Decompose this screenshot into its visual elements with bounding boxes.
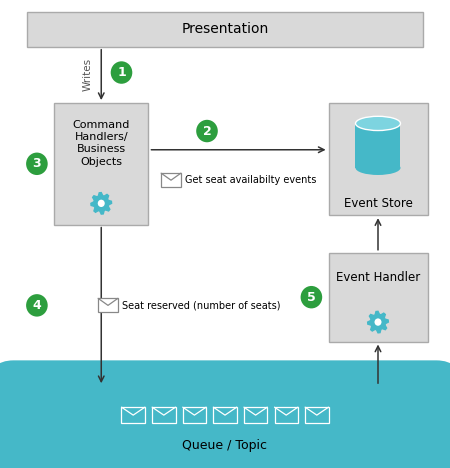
Text: 1: 1 [117, 66, 126, 79]
Text: Queue / Topic: Queue / Topic [183, 439, 267, 452]
Circle shape [26, 153, 48, 175]
Text: 5: 5 [307, 291, 316, 304]
Bar [213, 407, 237, 423]
Circle shape [196, 120, 218, 142]
Text: Event Handler: Event Handler [336, 271, 420, 284]
FancyBboxPatch shape [54, 103, 148, 225]
Text: Seat reserved (number of seats): Seat reserved (number of seats) [122, 300, 281, 310]
FancyBboxPatch shape [328, 103, 428, 215]
Text: 2: 2 [202, 124, 211, 138]
Text: Presentation: Presentation [181, 22, 269, 36]
Circle shape [301, 286, 322, 308]
Ellipse shape [356, 161, 400, 175]
Circle shape [111, 61, 132, 84]
FancyBboxPatch shape [27, 12, 423, 47]
Text: Get seat availabilty events: Get seat availabilty events [185, 175, 317, 185]
Text: Writes: Writes [83, 58, 93, 91]
Circle shape [374, 318, 382, 327]
Bar [274, 407, 298, 423]
Text: Command
Handlers/
Business
Objects: Command Handlers/ Business Objects [72, 119, 130, 167]
Polygon shape [368, 311, 388, 333]
Ellipse shape [356, 116, 400, 131]
Circle shape [97, 199, 106, 208]
Polygon shape [91, 193, 112, 214]
Bar [122, 407, 145, 423]
Bar [152, 407, 176, 423]
Text: 4: 4 [32, 299, 41, 312]
Circle shape [26, 294, 48, 316]
FancyBboxPatch shape [328, 253, 428, 342]
Bar [244, 407, 267, 423]
Bar [183, 407, 206, 423]
Text: 3: 3 [32, 157, 41, 170]
Bar [161, 173, 181, 187]
Text: Event Store: Event Store [343, 197, 413, 210]
Bar [356, 124, 400, 168]
Bar [305, 407, 328, 423]
Bar [98, 299, 118, 313]
FancyBboxPatch shape [0, 360, 450, 468]
